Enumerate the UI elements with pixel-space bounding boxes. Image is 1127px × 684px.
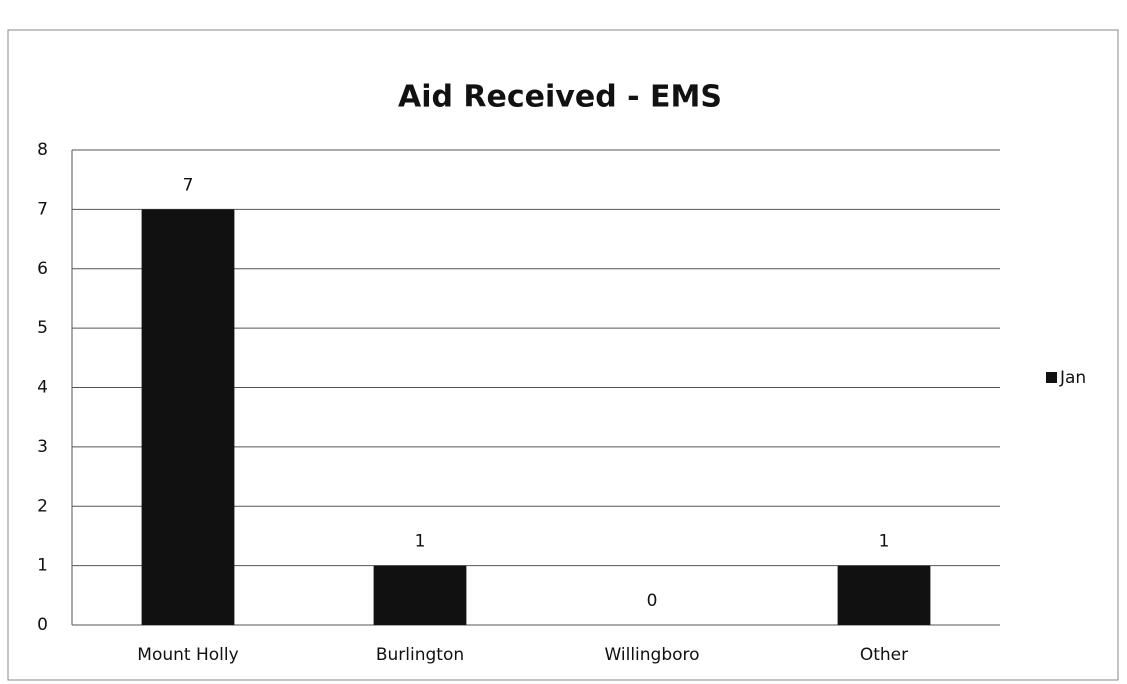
y-tick-label: 8 [37,140,48,160]
x-tick-label: Burlington [376,645,464,665]
x-tick-label: Mount Holly [137,645,238,665]
y-tick-label: 2 [37,496,48,516]
data-label: 0 [647,591,658,611]
legend-label: Jan [1059,368,1086,388]
x-tick-label: Willingboro [604,645,699,665]
data-label: 1 [415,532,426,552]
chart-border [7,29,1119,681]
data-label: 7 [183,175,194,195]
data-label: 1 [879,532,890,552]
chart-title: Aid Received - EMS [398,80,722,115]
bar [837,565,931,625]
bar [141,209,235,625]
y-tick-label: 0 [37,615,48,635]
y-tick-label: 7 [37,199,48,219]
bar [373,565,467,625]
y-tick-label: 4 [37,378,48,398]
y-tick-label: 3 [37,437,48,457]
legend-swatch [1046,372,1057,383]
y-tick-label: 6 [37,259,48,279]
x-tick-label: Other [860,645,908,665]
y-tick-label: 1 [37,556,48,576]
y-tick-label: 5 [37,318,48,338]
